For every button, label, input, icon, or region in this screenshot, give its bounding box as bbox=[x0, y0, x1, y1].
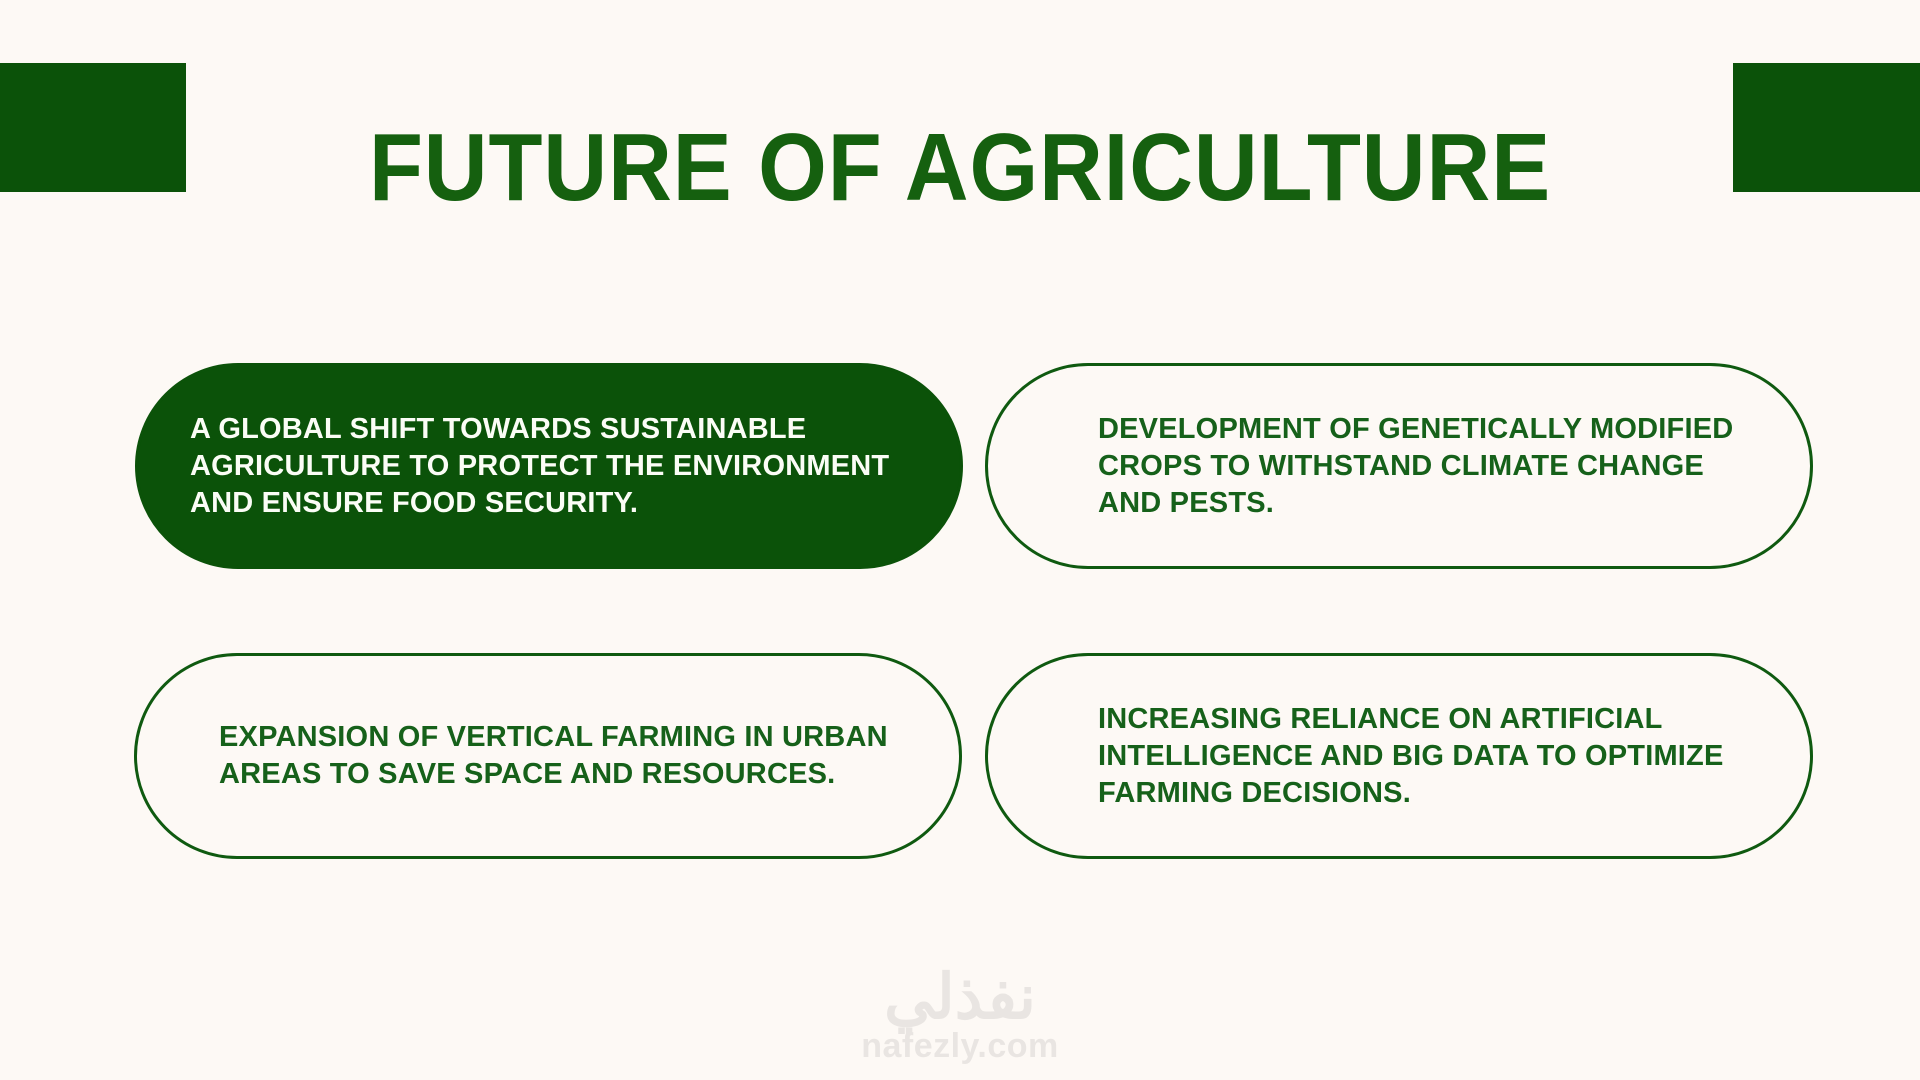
watermark-arabic-text: نفذلي bbox=[884, 963, 1036, 1032]
card-vertical-farming: EXPANSION OF VERTICAL FARMING IN URBAN A… bbox=[134, 653, 962, 859]
header-right-green-block bbox=[1733, 63, 1920, 192]
card-text: A GLOBAL SHIFT TOWARDS SUSTAINABLE AGRIC… bbox=[190, 412, 890, 519]
card-sustainable-agriculture: A GLOBAL SHIFT TOWARDS SUSTAINABLE AGRIC… bbox=[135, 363, 963, 569]
page-title: FUTURE OF AGRICULTURE bbox=[368, 114, 1552, 222]
card-genetically-modified-crops: DEVELOPMENT OF GENETICALLY MODIFIED CROP… bbox=[985, 363, 1813, 569]
card-text: INCREASING RELIANCE ON ARTIFICIAL INTELL… bbox=[1098, 702, 1724, 809]
card-text: DEVELOPMENT OF GENETICALLY MODIFIED CROP… bbox=[1098, 412, 1734, 519]
watermark-domain-text: nafezly.com bbox=[861, 1027, 1059, 1065]
card-text: EXPANSION OF VERTICAL FARMING IN URBAN A… bbox=[219, 721, 888, 790]
watermark: نفذلي nafezly.com bbox=[0, 963, 1920, 1066]
header-left-green-block bbox=[0, 63, 186, 192]
header-band: FUTURE OF AGRICULTURE bbox=[0, 0, 1920, 255]
card-artificial-intelligence: INCREASING RELIANCE ON ARTIFICIAL INTELL… bbox=[985, 653, 1813, 859]
